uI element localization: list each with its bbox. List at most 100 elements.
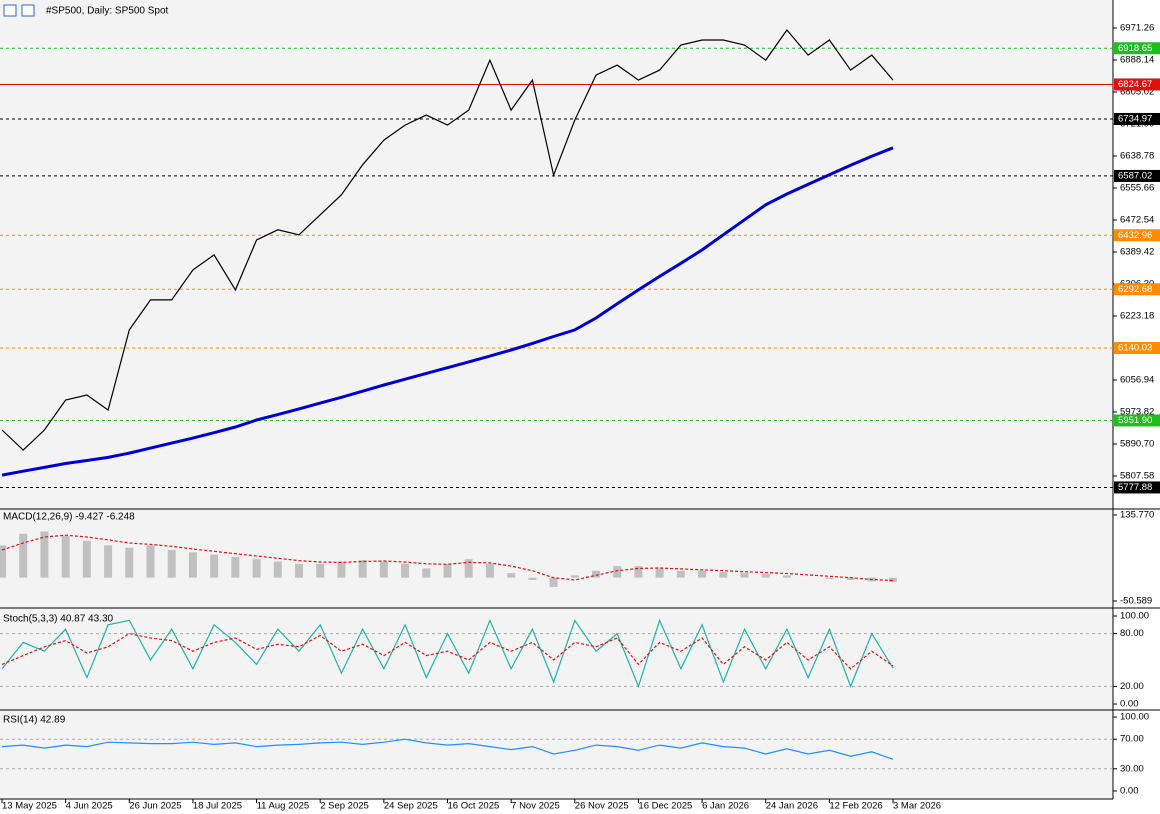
level-box	[1114, 229, 1160, 242]
histogram-bar	[231, 556, 240, 578]
histogram-bar	[655, 568, 664, 578]
series-line	[1, 534, 894, 582]
histogram-bar	[846, 577, 855, 580]
histogram-bar	[740, 573, 749, 578]
histogram-bar	[104, 545, 113, 578]
y-tick-label: 6389.42	[1120, 247, 1154, 258]
histogram-bar	[422, 568, 431, 578]
histogram-bar	[719, 572, 728, 578]
histogram-bar	[634, 566, 643, 578]
histogram-bar	[528, 577, 537, 580]
level-box	[1114, 42, 1160, 55]
level-label: 5951.90	[1118, 415, 1152, 426]
y-tick-label: 0.00	[1120, 785, 1139, 796]
histogram-bar	[379, 561, 388, 578]
histogram-bar	[549, 577, 558, 587]
x-tick-label: 24 Sep 2025	[384, 801, 438, 812]
histogram-bar	[507, 573, 516, 578]
plot-background	[0, 0, 1113, 799]
y-tick-label: 80.00	[1120, 628, 1144, 639]
level-box	[1114, 342, 1160, 355]
level-label: 6292.68	[1118, 284, 1152, 295]
level-label: 6587.02	[1118, 170, 1152, 181]
y-tick-label: 70.00	[1120, 734, 1144, 745]
series-line	[1, 618, 894, 689]
x-tick-label: 3 Mar 2026	[893, 801, 941, 812]
y-tick-label: 6472.54	[1120, 215, 1154, 226]
histogram-bar	[761, 573, 770, 578]
x-tick-label: 13 May 2025	[2, 801, 57, 812]
level-box	[1114, 481, 1160, 494]
y-tick-label: 6223.18	[1120, 311, 1154, 322]
histogram-bar	[676, 570, 685, 578]
histogram-bar	[698, 570, 707, 578]
x-tick-label: 18 Jul 2025	[193, 801, 242, 812]
histogram-bar	[273, 561, 282, 578]
y-tick-label: 6555.66	[1120, 183, 1154, 194]
histogram-bar	[889, 577, 897, 583]
y-tick-label: 6056.94	[1120, 375, 1154, 386]
y-tick-label: 6888.14	[1120, 55, 1154, 66]
histogram-bar	[252, 559, 261, 578]
x-tick-label: 11 Aug 2025	[257, 801, 310, 812]
histogram-bar	[40, 531, 49, 578]
y-tick-label: 5973.82	[1120, 407, 1154, 418]
y-tick-label: 6971.26	[1120, 23, 1154, 34]
histogram-bar	[125, 547, 134, 578]
y-tick-label: 100.00	[1120, 712, 1149, 723]
histogram-bar	[19, 533, 28, 578]
series-line	[1, 146, 894, 477]
x-tick-label: 16 Dec 2025	[638, 801, 692, 812]
series-line	[1, 738, 894, 760]
histogram-bar	[485, 563, 494, 578]
histogram-bar	[443, 563, 452, 578]
y-tick-label: 5890.70	[1120, 439, 1154, 450]
y-tick-label: 20.00	[1120, 681, 1144, 692]
chart-title: #SP500, Daily: SP500 Spot	[46, 6, 169, 17]
x-tick-label: 24 Jan 2026	[766, 801, 818, 812]
level-label: 6432.96	[1118, 230, 1152, 241]
series-line	[1, 632, 894, 670]
y-tick-label: 0.00	[1120, 699, 1139, 710]
histogram-bar	[82, 540, 91, 578]
histogram-bar	[358, 560, 367, 578]
y-tick-label: 30.00	[1120, 763, 1144, 774]
x-tick-label: 2 Sep 2025	[320, 801, 369, 812]
x-tick-label: 26 Jun 2025	[129, 801, 181, 812]
y-tick-label: 6805.02	[1120, 87, 1154, 98]
histogram-bar	[782, 575, 791, 578]
histogram-bar	[146, 545, 155, 578]
y-tick-label: 6638.78	[1120, 151, 1154, 162]
level-label: 5777.88	[1118, 482, 1152, 493]
histogram-bar	[401, 563, 410, 578]
x-tick-label: 7 Nov 2025	[511, 801, 560, 812]
y-tick-label: 5807.58	[1120, 471, 1154, 482]
level-label: 6140.03	[1118, 343, 1152, 354]
icon[interactable]	[21, 4, 35, 17]
histogram-bar	[295, 563, 303, 578]
x-tick-label: 4 Jun 2025	[66, 801, 113, 812]
x-tick-label: 16 Oct 2025	[448, 801, 500, 812]
level-box	[1114, 414, 1160, 427]
level-box	[1114, 169, 1160, 182]
histogram-bar	[592, 570, 600, 578]
histogram-bar	[316, 563, 325, 578]
histogram-bar	[167, 549, 176, 578]
y-tick-label: 100.00	[1120, 611, 1149, 622]
icon[interactable]	[3, 4, 17, 17]
histogram-bar	[337, 561, 346, 578]
histogram-bar	[210, 554, 219, 578]
series-line	[1, 29, 894, 451]
level-label: 6734.97	[1118, 113, 1152, 124]
x-tick-label: 12 Feb 2026	[829, 801, 882, 812]
y-tick-label: 135.770	[1120, 509, 1154, 520]
level-box	[1114, 283, 1160, 296]
x-tick-label: 26 Nov 2025	[575, 801, 629, 812]
toolbar-icons[interactable]	[3, 4, 35, 17]
level-label: 6918.65	[1118, 43, 1152, 54]
y-tick-label: -50.589	[1120, 596, 1152, 607]
histogram-bar	[825, 577, 834, 580]
histogram-bar	[570, 575, 579, 578]
level-box	[1114, 78, 1160, 91]
histogram-bar	[613, 566, 622, 578]
